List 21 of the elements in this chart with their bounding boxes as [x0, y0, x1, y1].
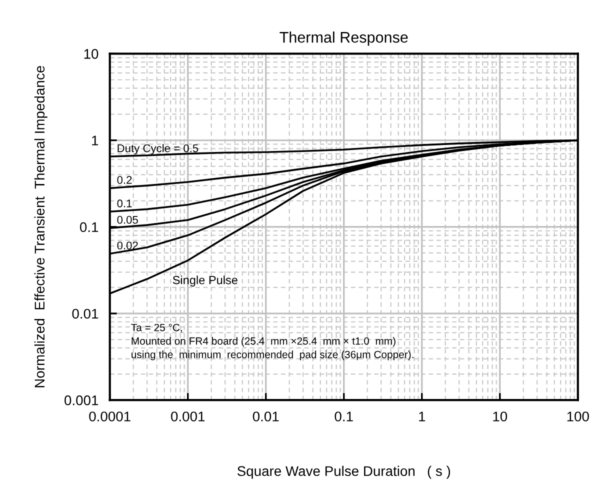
y-tick-label: 0.1: [80, 222, 98, 232]
y-axis-title: Normalized Effective Transient Thermal Impedance: [34, 66, 48, 388]
x-axis-title: Square Wave Pulse Duration ( s ): [237, 466, 450, 479]
series-label: 0.2: [117, 176, 132, 184]
chart-title: Thermal Response: [280, 31, 408, 46]
y-tick-label: 10: [84, 49, 98, 59]
series-label: 0.05: [117, 216, 138, 224]
x-tick-label: 0.001: [171, 412, 205, 422]
x-tick-label: 100: [567, 412, 589, 422]
annotation: Ta = 25 °C, Mounted on FR4 board (25.4 mm ×25.4 mm × t1.0 mm) using the minimum recommended pad size (36μm Copper).: [131, 324, 414, 360]
y-tick-label: 0.001: [64, 395, 98, 406]
y-tick-label: 1: [92, 136, 98, 146]
x-tick-label: 0.01: [252, 412, 279, 422]
x-tick-label: 1: [419, 412, 426, 422]
x-tick-label: 10: [493, 412, 508, 422]
y-tick-label: 0.01: [72, 308, 98, 319]
series-label: 0.1: [117, 199, 132, 208]
x-tick-label: 0.0001: [89, 412, 130, 422]
series-label: Single Pulse: [172, 276, 238, 287]
x-tick-label: 0.1: [334, 412, 353, 422]
series-label: Duty Cycle = 0.5: [118, 144, 198, 154]
